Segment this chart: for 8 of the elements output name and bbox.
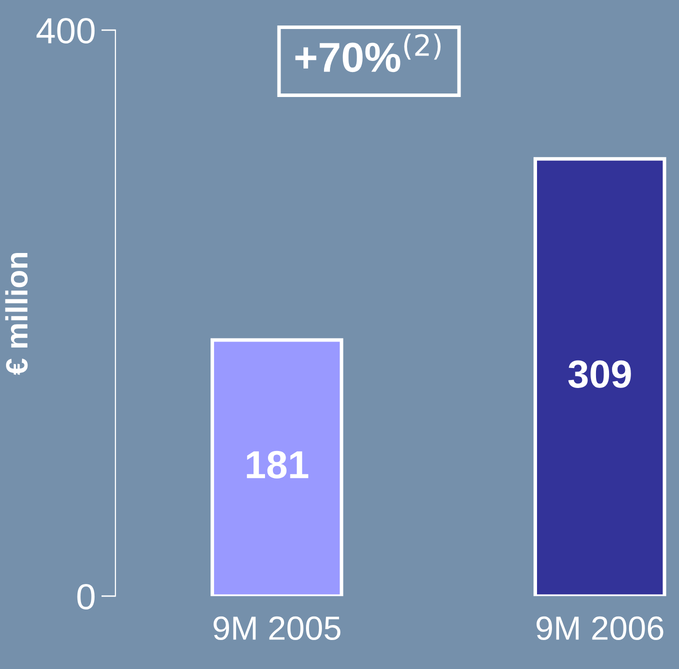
- data-label: 181: [246, 450, 308, 478]
- x-tick-label: 9M 2005: [214, 616, 340, 640]
- y-tick-label: 400: [36, 18, 95, 44]
- data-label: 309: [568, 360, 631, 388]
- annotation: +70%$^{(2)}$: [295, 34, 441, 72]
- y-tick-label: 0: [77, 584, 95, 610]
- y-axis-title: € million: [5, 253, 28, 375]
- x-tick-label: 9M 2006: [536, 616, 664, 640]
